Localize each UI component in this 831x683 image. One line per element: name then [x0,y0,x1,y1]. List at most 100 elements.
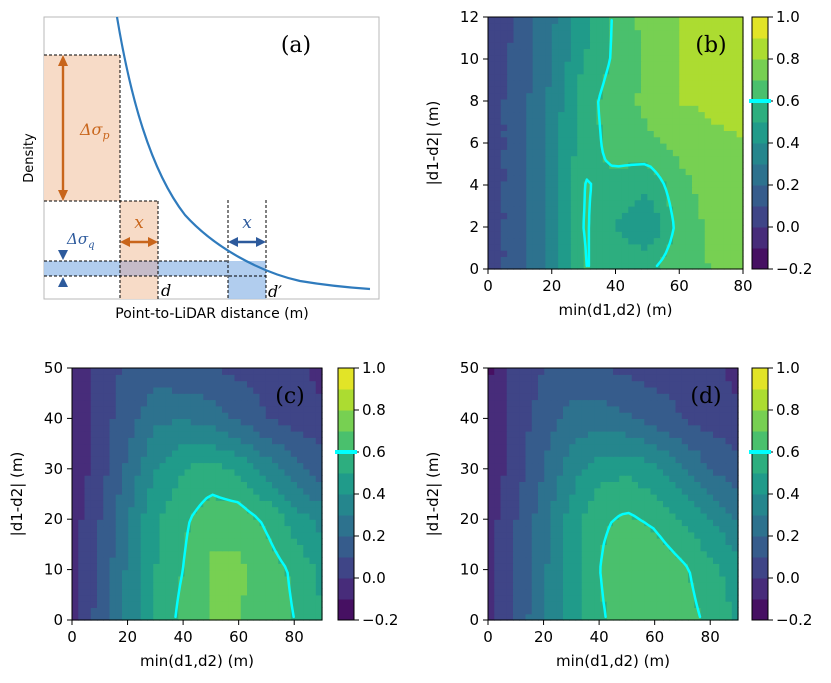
heatmap-cell [513,212,521,220]
heatmap-cell [631,506,639,514]
heatmap-cell [672,80,680,87]
heatmap-cell [178,506,186,514]
heatmap-cell [663,399,670,407]
heatmap-cell [730,80,738,87]
heatmap-cell [663,575,670,583]
heatmap-cell [500,174,508,182]
heatmap-cell [507,136,515,144]
colorbar-band [752,206,768,228]
heatmap-cell [675,601,683,608]
heatmap-cell [706,462,714,470]
x-near-band [120,201,158,299]
heatmap-cell [488,174,495,182]
x-tick-label: 40 [590,628,609,646]
heatmap-cell [698,224,706,232]
heatmap-cell [228,588,236,596]
heatmap-cell [669,601,677,608]
heatmap-cell [723,61,731,68]
heatmap-cell [556,443,564,451]
heatmap-cell [679,174,687,182]
heatmap-cell [606,481,614,489]
heatmap-cell [532,250,540,257]
heatmap-cell [209,487,217,495]
heatmap-cell [723,155,731,163]
heatmap-cell [278,424,286,432]
heatmap-cell [596,224,604,232]
heatmap-cell [103,588,111,596]
heatmap-cell [719,487,727,495]
heatmap-cell [284,531,292,539]
heatmap-cell [609,73,617,81]
heatmap-cell [215,424,223,432]
heatmap-cell [153,544,161,552]
heatmap-cell [596,149,604,157]
heatmap-cell [613,374,620,382]
heatmap-cell [240,449,248,457]
heatmap-cell [72,550,79,558]
heatmap-cell [209,506,217,514]
heatmap-cell [625,462,633,470]
heatmap-cell [309,575,317,583]
heatmap-cell [669,431,677,438]
heatmap-cell [203,500,211,508]
heatmap-cell [711,117,719,125]
heatmap-cell [717,243,725,251]
heatmap-cell [628,80,636,87]
heatmap-cell [134,538,142,545]
heatmap-cell [628,231,636,239]
heatmap-cell [513,424,520,432]
heatmap-cell [315,412,323,419]
heatmap-cell [165,437,173,445]
heatmap-cell [551,61,559,68]
heatmap-cell [681,575,689,583]
heatmap-cell [532,187,540,194]
heatmap-cell [628,48,636,56]
heatmap-cell [72,468,79,476]
heatmap-cell [284,550,292,558]
y-tick-label: 8 [469,92,479,110]
heatmap-cell [240,456,248,464]
heatmap-cell [253,487,261,495]
heatmap-cell [619,613,627,621]
heatmap-cell [203,569,211,577]
heatmap-cell [625,437,633,445]
heatmap-cell [660,155,668,163]
heatmap-cell [494,582,502,590]
heatmap-cell [638,557,645,564]
heatmap-cell [730,23,738,31]
heatmap-cell [731,569,739,577]
heatmap-cell [577,105,585,113]
heatmap-cell [609,218,617,226]
heatmap-cell [577,23,585,31]
heatmap-cell [556,582,564,590]
heatmap-cell [153,512,161,520]
heatmap-cell [278,418,286,426]
heatmap-cell [685,206,693,213]
heatmap-cell [513,468,520,476]
heatmap-cell [488,80,495,87]
heatmap-cell [570,80,578,87]
heatmap-cell [685,193,693,201]
heatmap-cell [506,487,514,495]
heatmap-cell [558,80,566,87]
heatmap-cell [128,494,136,501]
heatmap-cell [698,124,706,131]
heatmap-cell [72,481,79,489]
heatmap-cell [159,487,167,495]
heatmap-cell [284,519,292,527]
heatmap-cell [184,487,192,495]
heatmap-cell [203,393,211,401]
heatmap-cell [303,607,311,615]
heatmap-cell [519,168,527,176]
heatmap-cell [581,588,589,596]
heatmap-cell [128,399,136,407]
heatmap-cell [625,519,633,527]
heatmap-cell [234,544,242,552]
heatmap-cell [290,588,298,596]
heatmap-cell [513,61,521,68]
heatmap-cell [656,601,664,608]
heatmap-cell [272,393,279,401]
heatmap-cell [653,206,661,213]
heatmap-cell [97,525,104,533]
heatmap-cell [507,199,515,207]
